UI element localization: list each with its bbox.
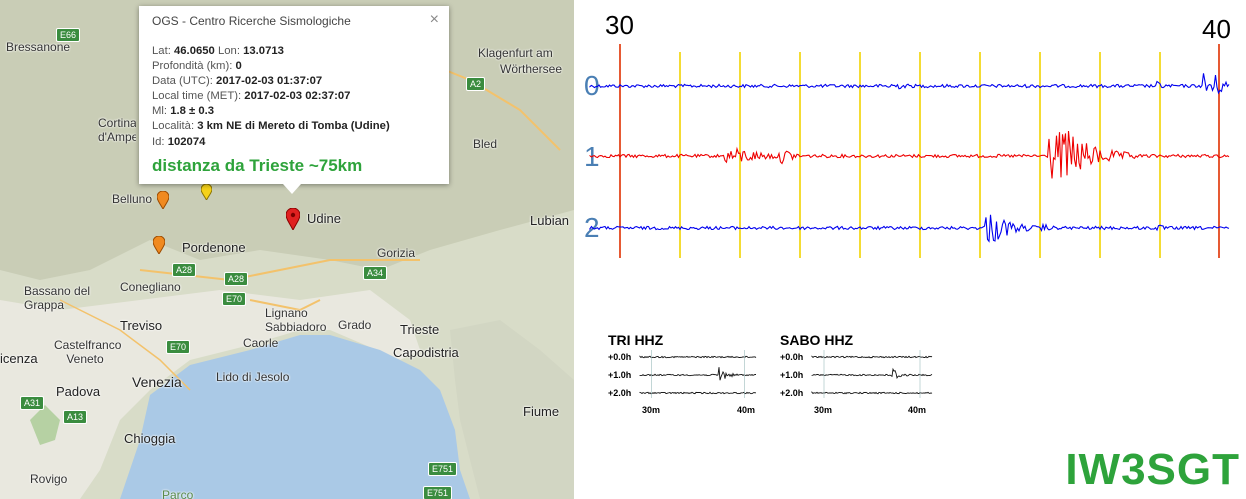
row-label: Profondità (km): <box>152 60 236 73</box>
place-udine: Udine <box>307 211 341 226</box>
place-venezia: Venezia <box>132 374 182 390</box>
place-parco: Parco <box>162 488 194 499</box>
row-value: 13.0713 <box>243 45 284 57</box>
row-label: Lat: <box>152 45 174 57</box>
popup-tail <box>283 184 301 194</box>
mini-trace <box>811 391 933 395</box>
mini-row-label: +1.0h <box>780 370 804 380</box>
event-marker-icon[interactable] <box>201 184 212 200</box>
place-worthersee: Wörthersee <box>500 62 563 76</box>
place-bassano: Bassano del Grappa <box>24 284 91 312</box>
tick-label-end: 40 <box>1202 14 1231 44</box>
place-caorle: Caorle <box>243 336 279 350</box>
seismogram-trace <box>589 73 1230 95</box>
place-conegliano: Conegliano <box>120 280 181 294</box>
row-value: 0 <box>235 60 242 73</box>
row-label: Ml: <box>152 105 171 118</box>
road-shield: A31 <box>20 396 45 410</box>
mini-x-label: 30m <box>814 405 833 415</box>
mini-row-label: +2.0h <box>608 388 632 398</box>
popup-row-id: Id: 102074 <box>152 135 390 150</box>
mini-row-label: +1.0h <box>608 370 632 380</box>
callsign: IW3SGT <box>1065 445 1240 494</box>
row-value: 102074 <box>167 135 206 148</box>
place-rovigo: Rovigo <box>30 472 68 486</box>
place-castelfranco: Castelfranco Veneto <box>54 338 122 366</box>
place-pordenone: Pordenone <box>182 240 246 255</box>
mini-x-label: 30m <box>642 405 661 415</box>
event-marker-icon[interactable] <box>153 236 165 254</box>
popup-row-utc: Data (UTC): 2017-02-03 01:37:07 <box>152 74 390 89</box>
place-padova: Padova <box>56 384 101 399</box>
mini-plot-title: SABO HHZ <box>780 332 854 348</box>
place-vicenza: icenza <box>0 351 38 366</box>
mini-trace <box>639 391 757 395</box>
place-klagenfurt: Klagenfurt am <box>478 46 553 60</box>
event-marker-icon[interactable] <box>286 208 300 230</box>
mini-row-label: +2.0h <box>780 388 804 398</box>
place-cortina: Cortina d'Ampezzo <box>98 116 136 144</box>
seismogram-trace <box>589 130 1230 179</box>
place-grado: Grado <box>338 318 372 332</box>
close-icon[interactable]: × <box>429 11 439 28</box>
mini-trace <box>811 367 933 379</box>
road-shield: A34 <box>363 266 388 280</box>
row-label: Local time (MET): <box>152 90 245 103</box>
place-bled: Bled <box>473 137 498 151</box>
popup-row-latlon: Lat: 46.0650 Lon: 13.0713 <box>152 44 390 59</box>
road-shield: A28 <box>224 272 249 286</box>
map[interactable]: Bressanone Klagenfurt am Wörthersee Cort… <box>0 0 574 499</box>
mini-trace <box>639 367 756 381</box>
row-value: 2017-02-03 02:37:07 <box>244 90 351 103</box>
place-bressanone: Bressanone <box>6 40 71 54</box>
road-shield: E751 <box>428 462 458 476</box>
place-trieste: Trieste <box>400 322 440 337</box>
road-shield: E70 <box>166 340 191 354</box>
seismogram-traces <box>589 44 1230 258</box>
seismogram-trace <box>589 214 1230 243</box>
mini-plot-title: TRI HHZ <box>608 332 664 348</box>
row-value: 2017-02-03 01:37:07 <box>216 75 323 88</box>
place-belluno: Belluno <box>112 192 153 206</box>
mini-row-label: +0.0h <box>608 352 632 362</box>
row-label: Id: <box>152 135 168 148</box>
popup-row-local: Local time (MET): 2017-02-03 02:37:07 <box>152 89 390 104</box>
popup-details: Lat: 46.0650 Lon: 13.0713 Profondità (km… <box>152 44 390 150</box>
mini-x-label: 40m <box>737 405 756 415</box>
tick-label-start: 30 <box>605 10 634 40</box>
place-capodistria: Capodistria <box>393 345 459 360</box>
place-lido: Lido di Jesolo <box>216 370 290 384</box>
road-shield: A2 <box>466 77 486 91</box>
seismogram-panel: 30 40 0 1 2 TRI HHZ +0.0h +1.0h +2.0h 30… <box>574 0 1246 499</box>
road-shield: A13 <box>63 410 88 424</box>
event-marker-icon[interactable] <box>157 191 169 209</box>
distance-label: distanza da Trieste ~75km <box>152 156 363 175</box>
place-chioggia: Chioggia <box>124 431 176 446</box>
popup-title: OGS - Centro Ricerche Sismologiche <box>152 14 351 28</box>
row-label: Località: <box>152 120 198 133</box>
popup-row-magnitude: Ml: 1.8 ± 0.3 <box>152 104 390 119</box>
mini-trace <box>639 355 757 359</box>
road-shield: E66 <box>56 28 81 42</box>
event-info-popup: OGS - Centro Ricerche Sismologiche × Lat… <box>139 6 449 194</box>
row-value: 46.0650 <box>173 45 215 57</box>
road-shield: A28 <box>172 263 197 277</box>
place-treviso: Treviso <box>120 318 163 333</box>
mini-row-label: +0.0h <box>780 352 804 362</box>
mini-trace <box>811 355 933 359</box>
road-shield: E70 <box>222 292 247 306</box>
place-lignano: Lignano Sabbiadoro <box>265 306 327 334</box>
place-fiume: Fiume <box>523 404 560 419</box>
row-value: 1.8 ± 0.3 <box>170 105 215 118</box>
road-shield: E751 <box>423 486 453 499</box>
row-value: 3 km NE di Mereto di Tomba (Udine) <box>197 120 390 133</box>
row-label: Data (UTC): <box>152 75 217 88</box>
popup-row-location: Località: 3 km NE di Mereto di Tomba (Ud… <box>152 119 390 134</box>
place-ljubljana: Lubian <box>530 213 570 228</box>
popup-row-depth: Profondità (km): 0 <box>152 59 390 74</box>
mini-x-label: 40m <box>908 405 927 415</box>
row-label: Lon: <box>214 45 244 57</box>
place-gorizia: Gorizia <box>377 246 416 260</box>
